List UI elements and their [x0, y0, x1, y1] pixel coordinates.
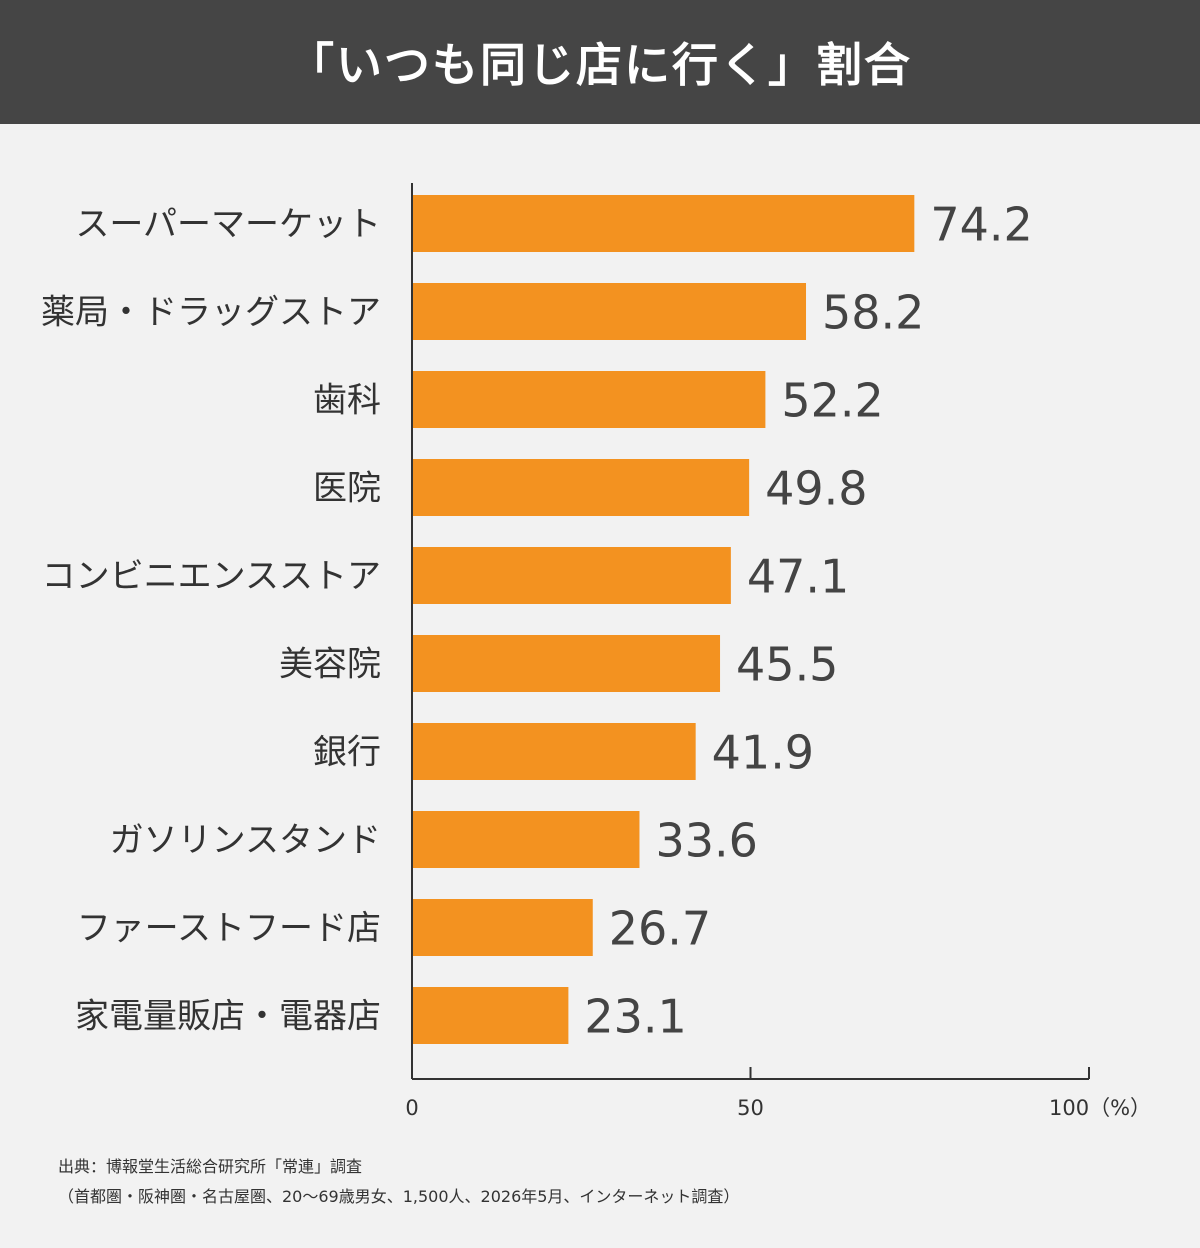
value-label: 58.2	[822, 286, 924, 340]
value-label: 33.6	[655, 814, 757, 868]
value-label: 45.5	[736, 638, 838, 692]
value-label: 41.9	[712, 726, 814, 780]
x-tick-label: 0	[405, 1096, 418, 1120]
title-banner: 「いつも同じ店に行く」割合	[0, 0, 1200, 124]
category-label: 家電量販店・電器店	[75, 997, 381, 1037]
bar	[412, 283, 807, 340]
bar	[412, 371, 766, 428]
bar	[412, 811, 640, 868]
value-label: 26.7	[609, 902, 711, 956]
value-label: 49.8	[765, 462, 867, 516]
value-label: 74.2	[930, 198, 1032, 252]
value-label: 23.1	[584, 990, 686, 1044]
survey-method-note: （首都圏・阪神圏・名古屋圏、20～69歳男女、1,500人、2026年5月、イン…	[58, 1187, 740, 1206]
bar	[412, 547, 731, 604]
bar	[412, 195, 915, 252]
value-label: 47.1	[747, 550, 849, 604]
chart-title: 「いつも同じ店に行く」割合	[288, 38, 912, 92]
value-label: 52.2	[781, 374, 883, 428]
bar	[412, 899, 593, 956]
x-tick-label: 50	[737, 1096, 764, 1120]
category-label: コンビニエンスストア	[42, 557, 381, 597]
x-tick-label: 100（%）	[1049, 1096, 1151, 1120]
chart-notes: 出典：博報堂生活総合研究所「常連」調査 （首都圏・阪神圏・名古屋圏、20～69歳…	[58, 1152, 739, 1212]
category-label: 薬局・ドラッグストア	[41, 293, 381, 333]
category-label: 銀行	[313, 733, 381, 773]
category-label: 医院	[313, 469, 381, 509]
category-label: 歯科	[313, 381, 381, 421]
category-label: スーパーマーケット	[75, 205, 381, 245]
bar	[412, 723, 696, 780]
bar	[412, 635, 721, 692]
bar	[412, 987, 569, 1044]
category-label: 美容院	[279, 645, 381, 685]
bar	[412, 459, 750, 516]
category-label: ガソリンスタンド	[110, 821, 381, 861]
category-label: ファーストフード店	[77, 909, 381, 949]
source-note: 出典：博報堂生活総合研究所「常連」調査	[58, 1157, 363, 1176]
